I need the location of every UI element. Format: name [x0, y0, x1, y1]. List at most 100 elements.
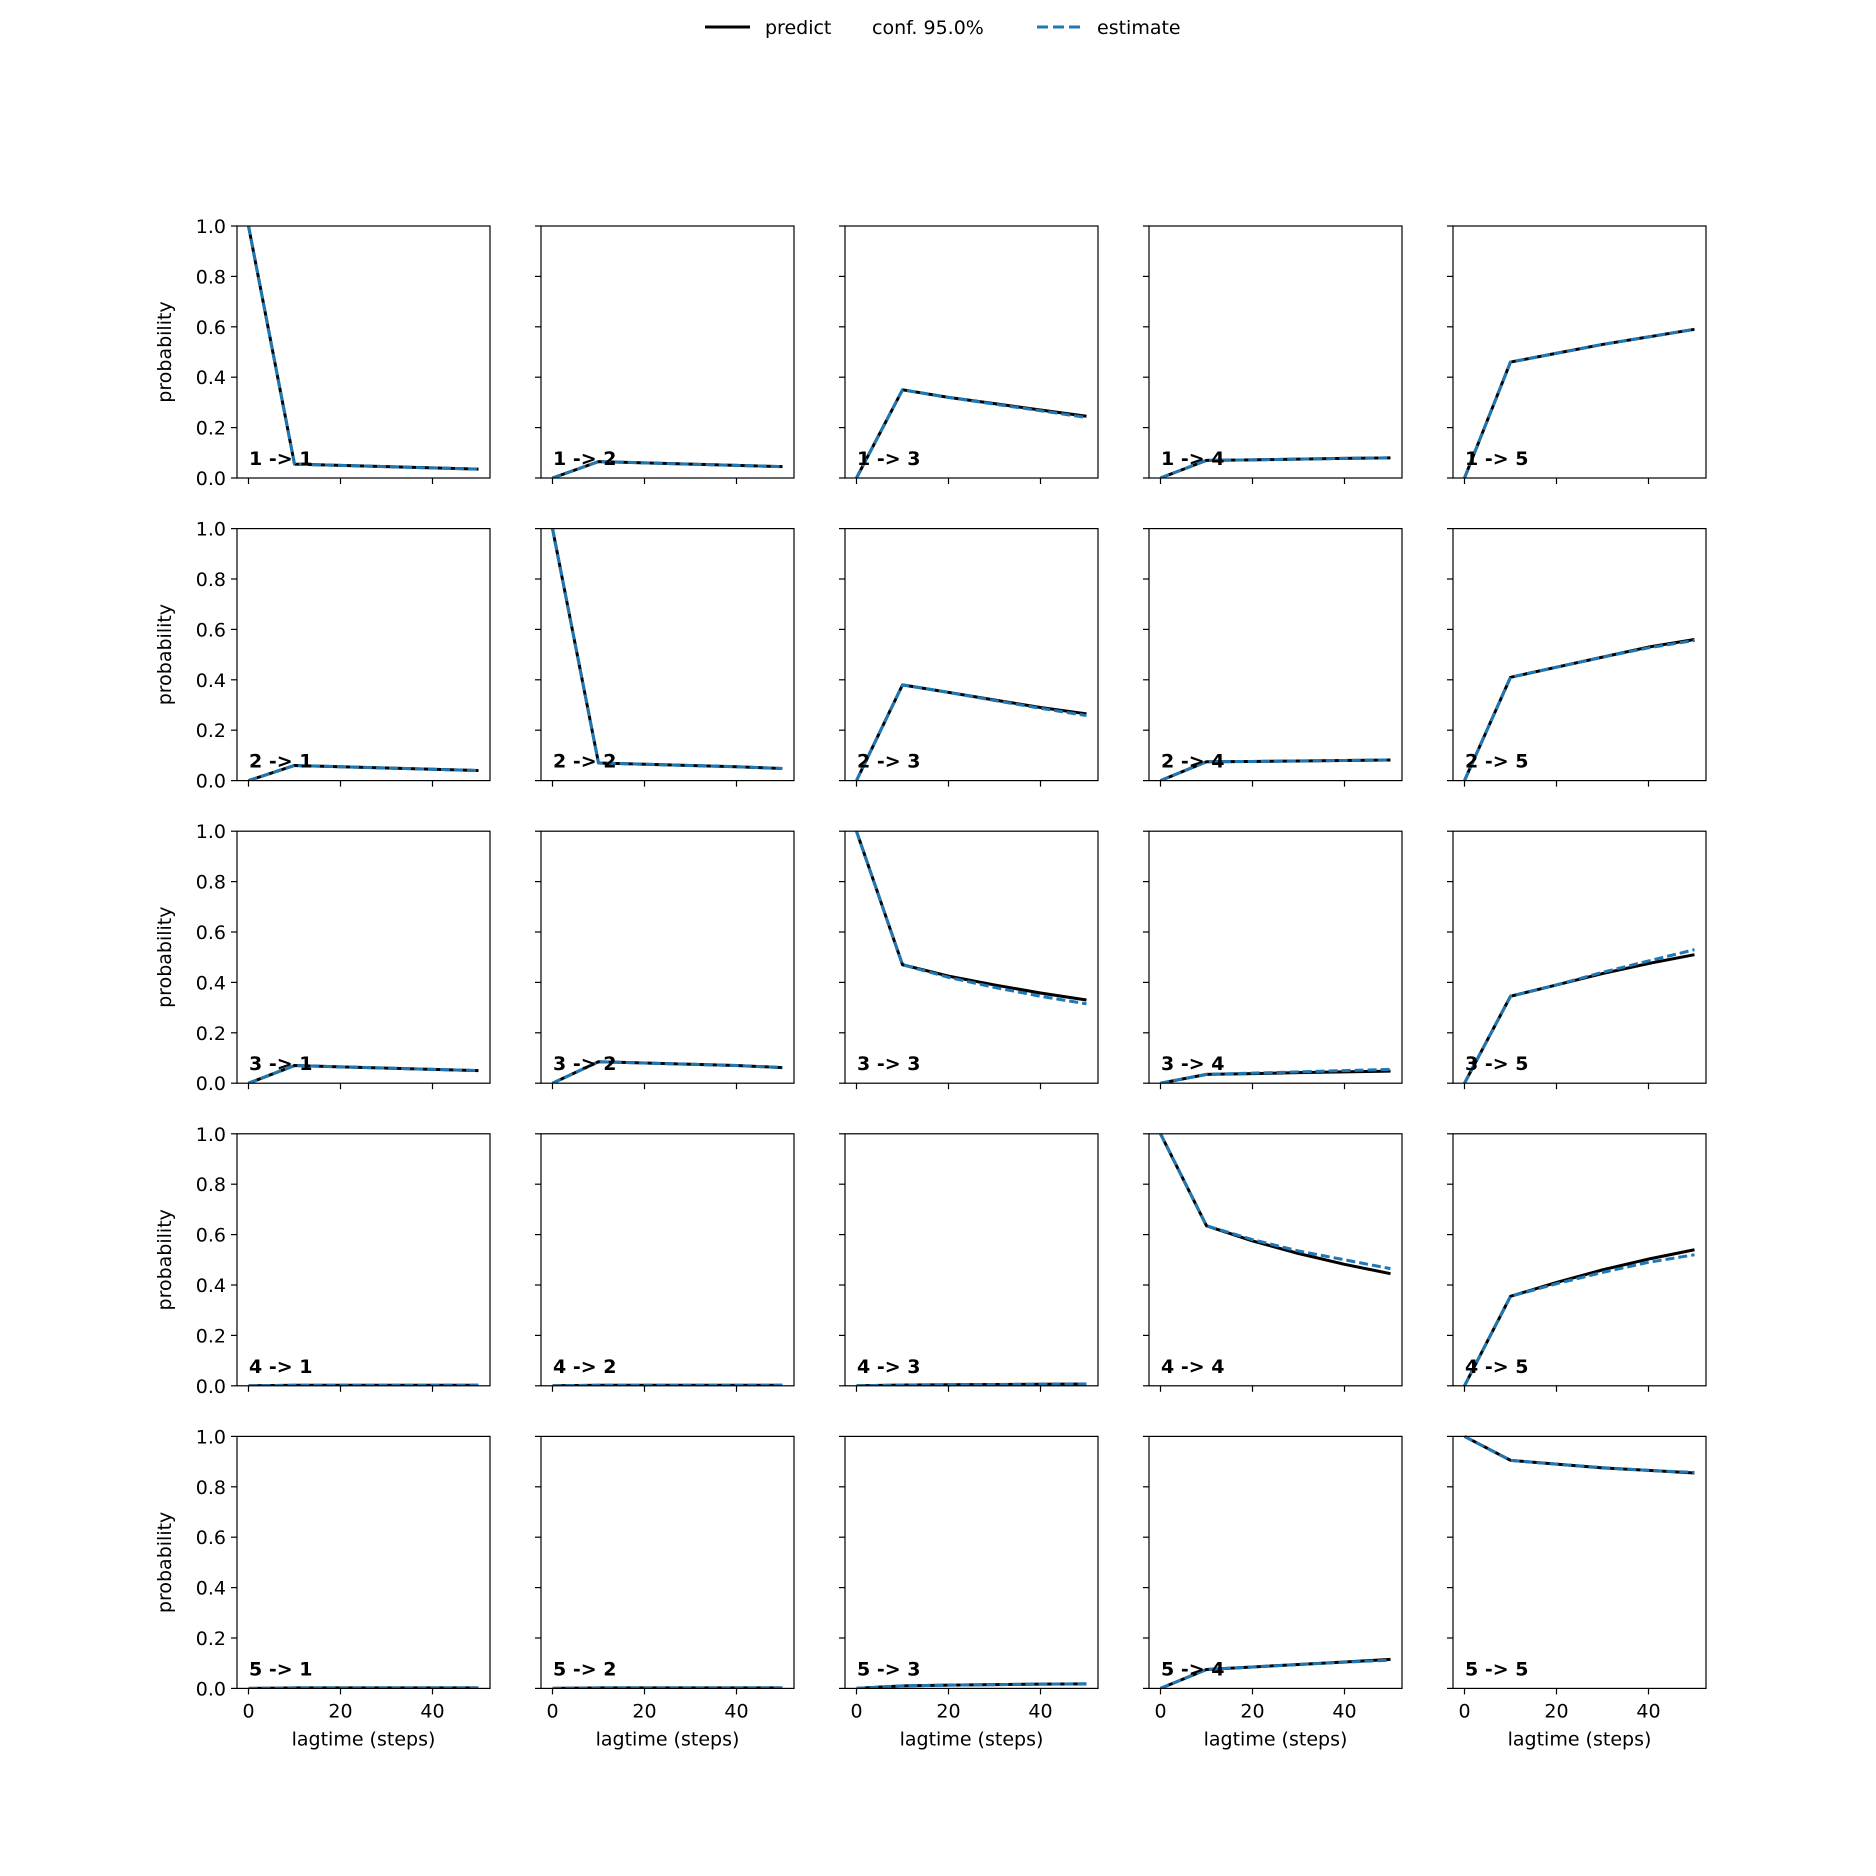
subplot: 0.0 0.2 0.4 0.6 0.8 1.0 0 20 40 probability lagtim…	[154, 1426, 491, 1750]
y-tick-label: 1.0	[196, 821, 226, 843]
axes-frame	[1148, 527, 1403, 782]
subplot: 0 20 40 lagtime (steps) 5 -> 2	[535, 1435, 795, 1750]
x-tick-label: 20	[328, 1700, 352, 1722]
panel-label: 5 -> 2	[553, 1658, 616, 1680]
subplot: 2 -> 4	[1143, 527, 1403, 787]
panel-label: 1 -> 1	[249, 448, 312, 470]
x-tick-label: 40	[1028, 1700, 1052, 1722]
series-line	[856, 1682, 1087, 1689]
axes-frame	[236, 225, 491, 479]
x-tick-label: 20	[936, 1700, 960, 1722]
legend-label: estimate	[1097, 17, 1181, 39]
series-line	[855, 388, 1087, 478]
panel-label: 3 -> 5	[1465, 1053, 1528, 1075]
subplot: 3 -> 5	[1447, 830, 1707, 1090]
y-tick-label: 0.6	[196, 1527, 226, 1549]
panel-label: 3 -> 1	[249, 1053, 312, 1075]
x-tick-label: 0	[850, 1700, 862, 1722]
panel-label: 5 -> 4	[1161, 1658, 1224, 1680]
legend: predict conf. 95.0% estimate	[705, 17, 1181, 39]
panel-label: 3 -> 3	[857, 1053, 920, 1075]
panel-label: 1 -> 3	[857, 448, 920, 470]
subplot: 3 -> 2	[535, 830, 795, 1090]
axes-frame	[236, 1133, 491, 1387]
subplot: 0.0 0.2 0.4 0.6 0.8 1.0 probability 4 -> 1	[154, 1124, 491, 1398]
y-tick-label: 0.0	[196, 1678, 226, 1700]
axes-frame	[1452, 225, 1707, 479]
y-tick-label: 0.4	[196, 1578, 226, 1600]
series-line	[1463, 639, 1695, 781]
y-tick-label: 1.0	[196, 519, 226, 541]
series-line	[855, 683, 1087, 781]
subplot: 2 -> 3	[839, 527, 1099, 787]
series-line	[551, 1060, 783, 1084]
y-tick-label: 0.2	[196, 1325, 226, 1347]
y-tick-label: 0.0	[196, 771, 226, 793]
subplot: 0 20 40 lagtime (steps) 5 -> 4	[1143, 1435, 1403, 1750]
panel-label: 1 -> 2	[553, 448, 616, 470]
y-tick-label: 0.2	[196, 1628, 226, 1650]
x-tick-label: 0	[546, 1700, 558, 1722]
subplot: 4 -> 3	[839, 1133, 1099, 1392]
axes-frame	[1452, 1435, 1707, 1690]
x-tick-label: 20	[1240, 1700, 1264, 1722]
axes-frame	[1148, 830, 1403, 1084]
panel-label: 1 -> 4	[1161, 448, 1224, 470]
y-tick-label: 0.4	[196, 972, 226, 994]
series-line	[1159, 456, 1391, 478]
series-line	[551, 460, 783, 478]
x-tick-label: 40	[420, 1700, 444, 1722]
x-tick-label: 0	[1458, 1700, 1470, 1722]
y-tick-label: 0.2	[196, 720, 226, 742]
series-line	[855, 830, 1087, 1006]
y-tick-label: 0.8	[196, 569, 226, 591]
panel-label: 2 -> 5	[1465, 751, 1528, 773]
panel-label: 3 -> 4	[1161, 1053, 1224, 1075]
series-line	[1159, 1133, 1391, 1271]
subplot: 0 20 40 lagtime (steps) 5 -> 3	[839, 1435, 1099, 1750]
axes-frame	[844, 830, 1099, 1084]
x-axis-label: lagtime (steps)	[1508, 1728, 1652, 1750]
subplot: 0.0 0.2 0.4 0.6 0.8 1.0 probability 2 -> 1	[154, 519, 491, 793]
series-line	[1463, 1253, 1695, 1386]
series-line	[1159, 758, 1391, 781]
x-axis-label: lagtime (steps)	[1204, 1728, 1348, 1750]
y-axis-label: probability	[154, 604, 176, 705]
axes-frame	[844, 1133, 1099, 1387]
subplot: 0.0 0.2 0.4 0.6 0.8 1.0 probability 1 -> 1	[154, 216, 491, 490]
x-tick-label: 40	[1332, 1700, 1356, 1722]
panel-label: 1 -> 5	[1465, 448, 1528, 470]
y-tick-label: 0.8	[196, 1174, 226, 1196]
y-tick-label: 0.2	[196, 418, 226, 440]
x-tick-label: 20	[1544, 1700, 1568, 1722]
y-tick-label: 0.2	[196, 1023, 226, 1045]
x-axis-label: lagtime (steps)	[900, 1728, 1044, 1750]
y-tick-label: 0.8	[196, 872, 226, 894]
subplot: 1 -> 2	[535, 225, 795, 484]
subplot: 3 -> 3	[839, 830, 1099, 1090]
subplot: 1 -> 5	[1447, 225, 1707, 484]
y-tick-label: 0.0	[196, 1073, 226, 1095]
panel-label: 5 -> 1	[249, 1658, 312, 1680]
axes-frame	[1452, 1133, 1707, 1387]
axes-frame	[1148, 1435, 1403, 1690]
y-tick-label: 0.4	[196, 1275, 226, 1297]
series-line	[551, 528, 783, 770]
y-axis-label: probability	[154, 1512, 176, 1613]
series-line	[248, 763, 479, 781]
panel-label: 3 -> 2	[553, 1053, 616, 1075]
panel-label: 2 -> 4	[1161, 751, 1224, 773]
x-tick-label: 40	[1636, 1700, 1660, 1722]
series-line	[551, 528, 783, 770]
y-tick-label: 1.0	[196, 1124, 226, 1146]
x-axis-label: lagtime (steps)	[596, 1728, 740, 1750]
series-line	[247, 225, 479, 471]
series-line	[1463, 327, 1695, 478]
subplot: 2 -> 5	[1447, 527, 1707, 787]
series-line	[247, 225, 479, 471]
series-line	[855, 830, 1087, 1002]
series-line	[1463, 948, 1695, 1084]
y-tick-label: 0.0	[196, 468, 226, 490]
axes-frame	[540, 830, 795, 1084]
y-tick-label: 0.6	[196, 317, 226, 339]
